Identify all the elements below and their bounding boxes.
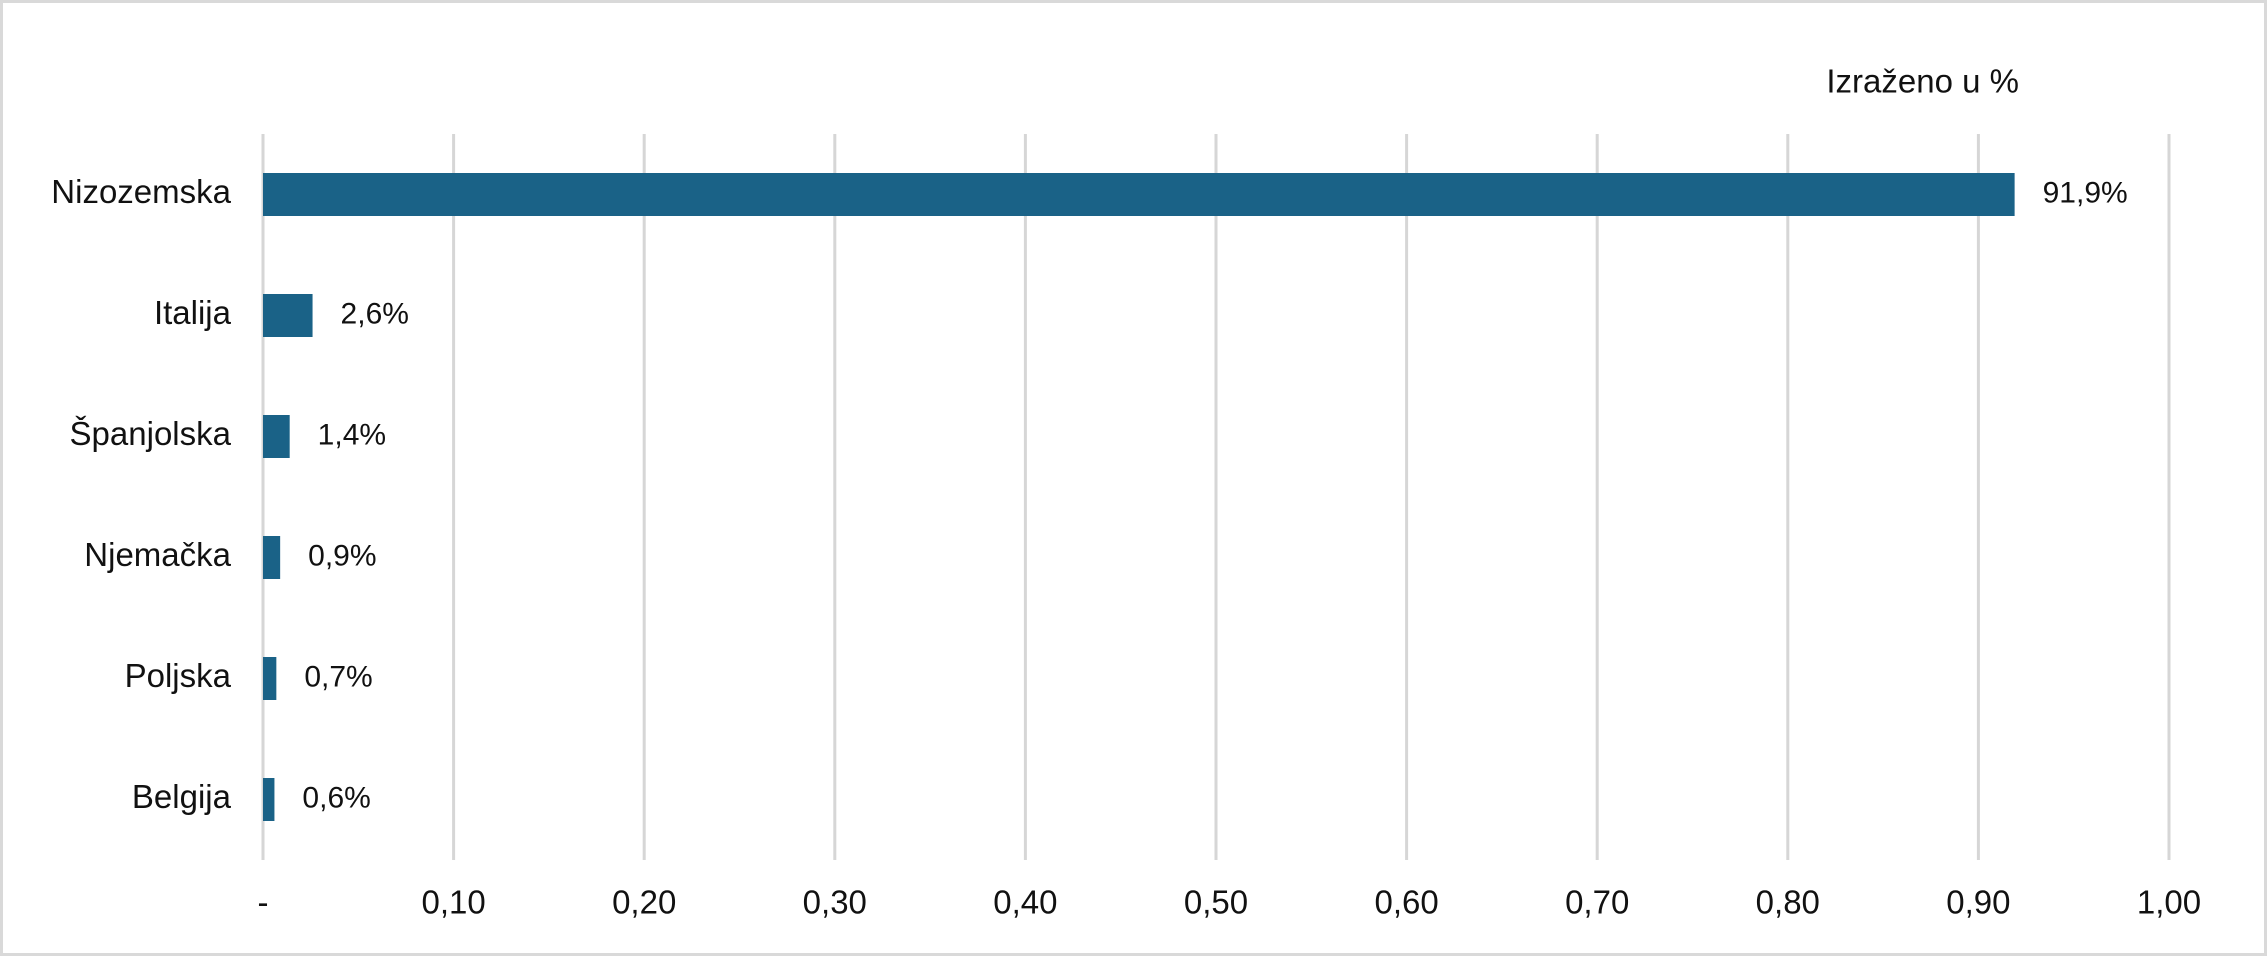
bar	[263, 173, 2015, 216]
x-tick-label: 0,30	[803, 884, 867, 921]
x-tick-label: 0,50	[1184, 884, 1248, 921]
value-label: 91,9%	[2043, 176, 2128, 209]
y-tick-label: Belgija	[132, 778, 232, 815]
x-tick-label: 1,00	[2137, 884, 2201, 921]
y-tick-label: Njemačka	[84, 536, 231, 573]
value-label: 1,4%	[318, 418, 386, 451]
y-tick-label: Italija	[154, 294, 232, 331]
x-tick-label: 0,40	[993, 884, 1057, 921]
annotation: Izraženo u %	[1826, 63, 2019, 100]
x-tick-label: 0,20	[612, 884, 676, 921]
bar	[263, 294, 313, 337]
x-tick-label: 0,70	[1565, 884, 1629, 921]
x-tick-label: 0,10	[421, 884, 485, 921]
bar	[263, 536, 281, 579]
x-tick-label: 0,90	[1946, 884, 2010, 921]
value-label: 0,6%	[302, 781, 370, 814]
y-tick-label: Nizozemska	[51, 173, 231, 210]
value-label: 2,6%	[341, 297, 409, 330]
bar	[263, 778, 275, 821]
y-tick-label: Španjolska	[70, 415, 232, 452]
bar	[263, 415, 290, 458]
value-label: 0,9%	[308, 539, 376, 572]
x-tick-label: -	[258, 884, 269, 921]
bar	[263, 657, 277, 700]
x-tick-label: 0,60	[1374, 884, 1438, 921]
value-label: 0,7%	[304, 660, 372, 693]
y-tick-label: Poljska	[125, 657, 232, 694]
x-tick-label: 0,80	[1756, 884, 1820, 921]
